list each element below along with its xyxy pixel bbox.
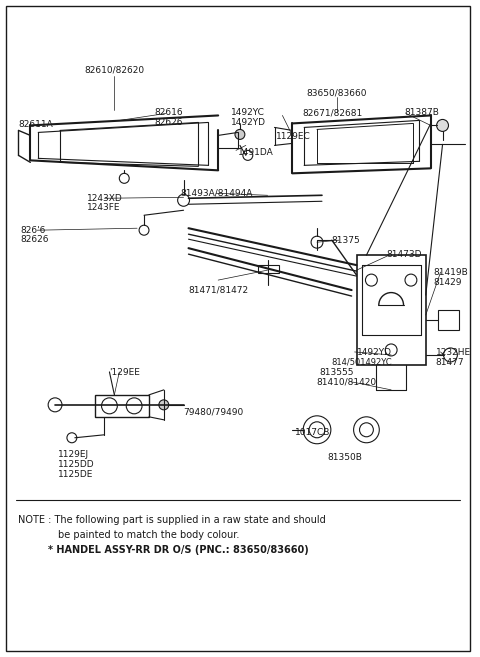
Text: 81493A/81494A: 81493A/81494A xyxy=(180,189,252,197)
Bar xyxy=(438,310,459,330)
Text: 82611A: 82611A xyxy=(19,120,53,129)
Text: 81473D: 81473D xyxy=(386,250,422,259)
Text: 82616: 82616 xyxy=(154,108,182,118)
Text: 1129EC: 1129EC xyxy=(276,133,310,141)
Text: 81477: 81477 xyxy=(436,358,464,367)
Text: 826'6: 826'6 xyxy=(21,226,46,235)
Text: 1492YD: 1492YD xyxy=(231,118,266,127)
Text: 1492YC: 1492YC xyxy=(231,108,265,118)
Text: 81410/81420: 81410/81420 xyxy=(317,378,377,387)
Text: be painted to match the body colour.: be painted to match the body colour. xyxy=(58,530,240,539)
Bar xyxy=(258,265,279,273)
Text: 1492YD: 1492YD xyxy=(357,348,392,357)
Text: 82610/82620: 82610/82620 xyxy=(84,66,144,74)
Text: 82626: 82626 xyxy=(154,118,182,127)
Circle shape xyxy=(235,129,245,139)
Text: 83650/83660: 83650/83660 xyxy=(307,89,367,97)
Text: 81419B: 81419B xyxy=(433,268,468,277)
Text: 1017CB: 1017CB xyxy=(295,428,331,437)
Bar xyxy=(95,395,149,417)
Text: 79480/79490: 79480/79490 xyxy=(183,408,243,417)
Text: 1243XD: 1243XD xyxy=(87,194,122,203)
Text: 813555: 813555 xyxy=(320,368,354,377)
Text: 1129EJ: 1129EJ xyxy=(58,450,89,459)
Circle shape xyxy=(437,120,448,131)
Circle shape xyxy=(159,400,169,410)
Text: NOTE : The following part is supplied in a raw state and should: NOTE : The following part is supplied in… xyxy=(19,514,326,524)
Text: 81429: 81429 xyxy=(433,278,462,287)
Text: '129EE: '129EE xyxy=(109,368,140,377)
Text: 82626: 82626 xyxy=(21,235,49,244)
Text: * HANDEL ASSY-RR DR O/S (PNC.: 83650/83660): * HANDEL ASSY-RR DR O/S (PNC.: 83650/836… xyxy=(48,545,309,555)
Text: 81387B: 81387B xyxy=(404,108,439,118)
Text: 81350B: 81350B xyxy=(327,453,362,462)
Text: 1243FE: 1243FE xyxy=(87,203,120,212)
Text: 81471/81472: 81471/81472 xyxy=(188,285,248,294)
Text: 1125DE: 1125DE xyxy=(58,470,94,479)
Text: 81375: 81375 xyxy=(332,237,360,245)
Bar xyxy=(357,255,426,365)
Text: 1491DA: 1491DA xyxy=(238,148,274,158)
Text: 814/501492YC: 814/501492YC xyxy=(332,358,393,367)
Text: 1232HE: 1232HE xyxy=(436,348,471,357)
Text: 1125DD: 1125DD xyxy=(58,460,95,468)
Text: 82671/82681: 82671/82681 xyxy=(302,108,362,118)
